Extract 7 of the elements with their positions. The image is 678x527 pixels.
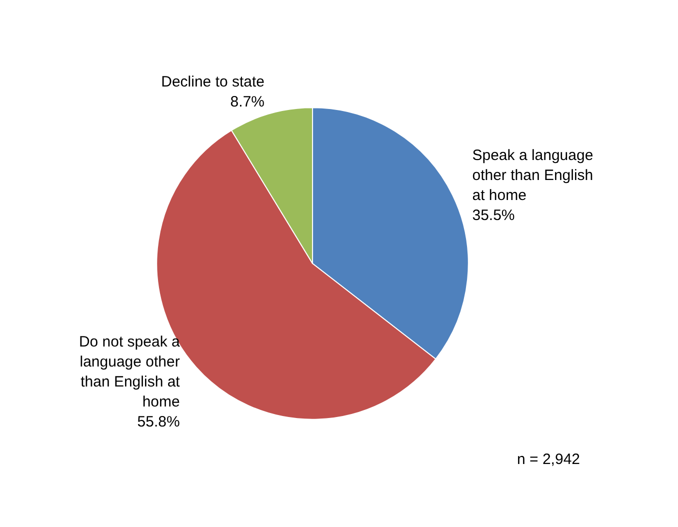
data-label: 8.7% [230, 94, 265, 111]
slice-label: Decline to state [161, 74, 265, 91]
slice-label: Speak a language other than English at home [472, 146, 594, 204]
slice-label: Do not speak a language other than English at home [78, 333, 181, 410]
data-label: 55.8% [137, 413, 180, 430]
data-label: 35.5% [472, 206, 515, 224]
text: n = 2,942 [517, 451, 580, 468]
